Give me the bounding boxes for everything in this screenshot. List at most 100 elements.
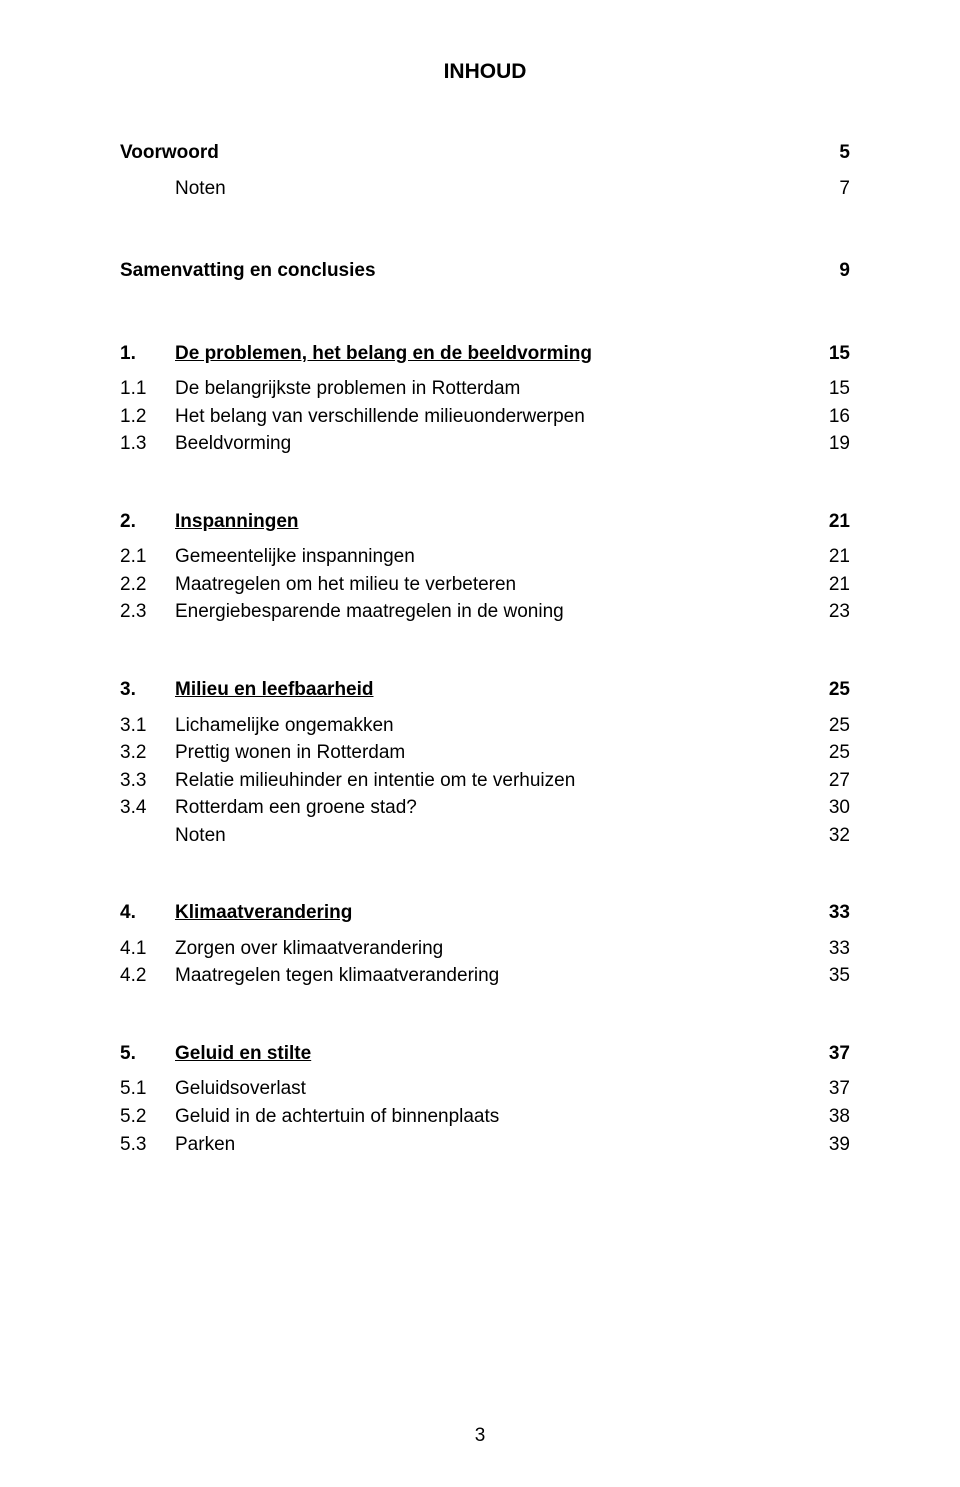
toc-row-label: Relatie milieuhinder en intentie om te v… (175, 767, 810, 795)
toc-row-page: 33 (810, 935, 850, 963)
toc-row-number: 4.2 (120, 962, 175, 990)
spacer (120, 1067, 850, 1075)
toc-row-number: 5.1 (120, 1075, 175, 1103)
toc-row-number: 3.3 (120, 767, 175, 795)
toc-row-label: De belangrijkste problemen in Rotterdam (175, 375, 810, 403)
toc-row-number: 3.2 (120, 739, 175, 767)
toc-row: 5.3Parken39 (120, 1131, 850, 1159)
toc-row-label: Samenvatting en conclusies (120, 257, 810, 285)
toc-row: 5.1Geluidsoverlast37 (120, 1075, 850, 1103)
spacer (120, 167, 850, 175)
page-number: 3 (120, 1425, 840, 1447)
toc-row: 2.2Maatregelen om het milieu te verbeter… (120, 571, 850, 599)
toc-row-label: Inspanningen (175, 508, 810, 536)
toc-row-number: 3.1 (120, 712, 175, 740)
toc-row-label: Parken (175, 1131, 810, 1159)
toc-row-page: 7 (810, 175, 850, 203)
toc-row-label: Gemeentelijke inspanningen (175, 543, 810, 571)
toc-row-page: 37 (810, 1075, 850, 1103)
toc-row-number: 2.3 (120, 598, 175, 626)
toc-row: Noten32 (120, 822, 850, 850)
toc-row-page: 21 (810, 508, 850, 536)
toc-row-label: Zorgen over klimaatverandering (175, 935, 810, 963)
toc-row-label: Klimaatverandering (175, 899, 810, 927)
toc-row-label: Rotterdam een groene stad? (175, 794, 810, 822)
toc-row-page: 25 (810, 712, 850, 740)
toc-row-label: Geluid in de achtertuin of binnenplaats (175, 1103, 810, 1131)
toc-row-number: 5. (120, 1040, 175, 1068)
toc-row: 5.2Geluid in de achtertuin of binnenplaa… (120, 1103, 850, 1131)
toc-row-label: Noten (175, 822, 810, 850)
toc-row: 3.1Lichamelijke ongemakken25 (120, 712, 850, 740)
toc-row-page: 25 (810, 739, 850, 767)
spacer (120, 626, 850, 676)
toc-row-page: 21 (810, 543, 850, 571)
toc-row-number: 5.3 (120, 1131, 175, 1159)
toc-row-number: 4. (120, 899, 175, 927)
toc-row: 2.3Energiebesparende maatregelen in de w… (120, 598, 850, 626)
toc-list: Voorwoord5Noten7Samenvatting en conclusi… (120, 139, 850, 1158)
spacer (120, 535, 850, 543)
toc-row: 2.Inspanningen21 (120, 508, 850, 536)
toc-row: 1.De problemen, het belang en de beeldvo… (120, 340, 850, 368)
toc-row-label: Beeldvorming (175, 430, 810, 458)
toc-row: Voorwoord5 (120, 139, 850, 167)
toc-row-number: 3.4 (120, 794, 175, 822)
toc-row-label: Energiebesparende maatregelen in de woni… (175, 598, 810, 626)
toc-row: Noten7 (120, 175, 850, 203)
doc-title: INHOUD (120, 60, 850, 84)
spacer (120, 849, 850, 899)
toc-page: INHOUD Voorwoord5Noten7Samenvatting en c… (0, 0, 960, 1487)
toc-row-number: 3. (120, 676, 175, 704)
toc-row-page: 15 (810, 375, 850, 403)
toc-row-page: 21 (810, 571, 850, 599)
spacer (120, 990, 850, 1040)
toc-row: 1.3Beeldvorming19 (120, 430, 850, 458)
toc-row: 4.2Maatregelen tegen klimaatverandering3… (120, 962, 850, 990)
toc-row-number: 4.1 (120, 935, 175, 963)
toc-row: 5.Geluid en stilte37 (120, 1040, 850, 1068)
toc-row: 2.1Gemeentelijke inspanningen21 (120, 543, 850, 571)
toc-row-page: 5 (810, 139, 850, 167)
toc-row: 1.1De belangrijkste problemen in Rotterd… (120, 375, 850, 403)
spacer (120, 285, 850, 340)
toc-row-label: Milieu en leefbaarheid (175, 676, 810, 704)
toc-row: Samenvatting en conclusies9 (120, 257, 850, 285)
spacer (120, 704, 850, 712)
spacer (120, 458, 850, 508)
toc-row-label: Het belang van verschillende milieuonder… (175, 403, 810, 431)
toc-row-page: 16 (810, 403, 850, 431)
toc-row-page: 33 (810, 899, 850, 927)
toc-row-number: 5.2 (120, 1103, 175, 1131)
toc-row-page: 39 (810, 1131, 850, 1159)
toc-row-label: Prettig wonen in Rotterdam (175, 739, 810, 767)
toc-row-number: 1.3 (120, 430, 175, 458)
toc-row-number: 1.1 (120, 375, 175, 403)
toc-row-page: 19 (810, 430, 850, 458)
toc-row-page: 15 (810, 340, 850, 368)
toc-row-page: 30 (810, 794, 850, 822)
toc-row: 3.4Rotterdam een groene stad?30 (120, 794, 850, 822)
toc-row: 3.Milieu en leefbaarheid25 (120, 676, 850, 704)
toc-row-label: Lichamelijke ongemakken (175, 712, 810, 740)
toc-row-number: 1. (120, 340, 175, 368)
toc-row-page: 25 (810, 676, 850, 704)
spacer (120, 367, 850, 375)
toc-row-page: 35 (810, 962, 850, 990)
toc-row-page: 38 (810, 1103, 850, 1131)
spacer (120, 927, 850, 935)
toc-row-page: 23 (810, 598, 850, 626)
toc-row-page: 32 (810, 822, 850, 850)
toc-row-page: 37 (810, 1040, 850, 1068)
toc-row-label: Voorwoord (120, 139, 810, 167)
toc-row-label: Geluid en stilte (175, 1040, 810, 1068)
toc-row-number: 2.1 (120, 543, 175, 571)
toc-row-label: Maatregelen om het milieu te verbeteren (175, 571, 810, 599)
toc-row: 4.Klimaatverandering33 (120, 899, 850, 927)
toc-row-label: De problemen, het belang en de beeldvorm… (175, 340, 810, 368)
toc-row-label: Geluidsoverlast (175, 1075, 810, 1103)
toc-row: 3.2Prettig wonen in Rotterdam25 (120, 739, 850, 767)
toc-row-page: 9 (810, 257, 850, 285)
toc-row-number: 2. (120, 508, 175, 536)
toc-row: 4.1Zorgen over klimaatverandering33 (120, 935, 850, 963)
